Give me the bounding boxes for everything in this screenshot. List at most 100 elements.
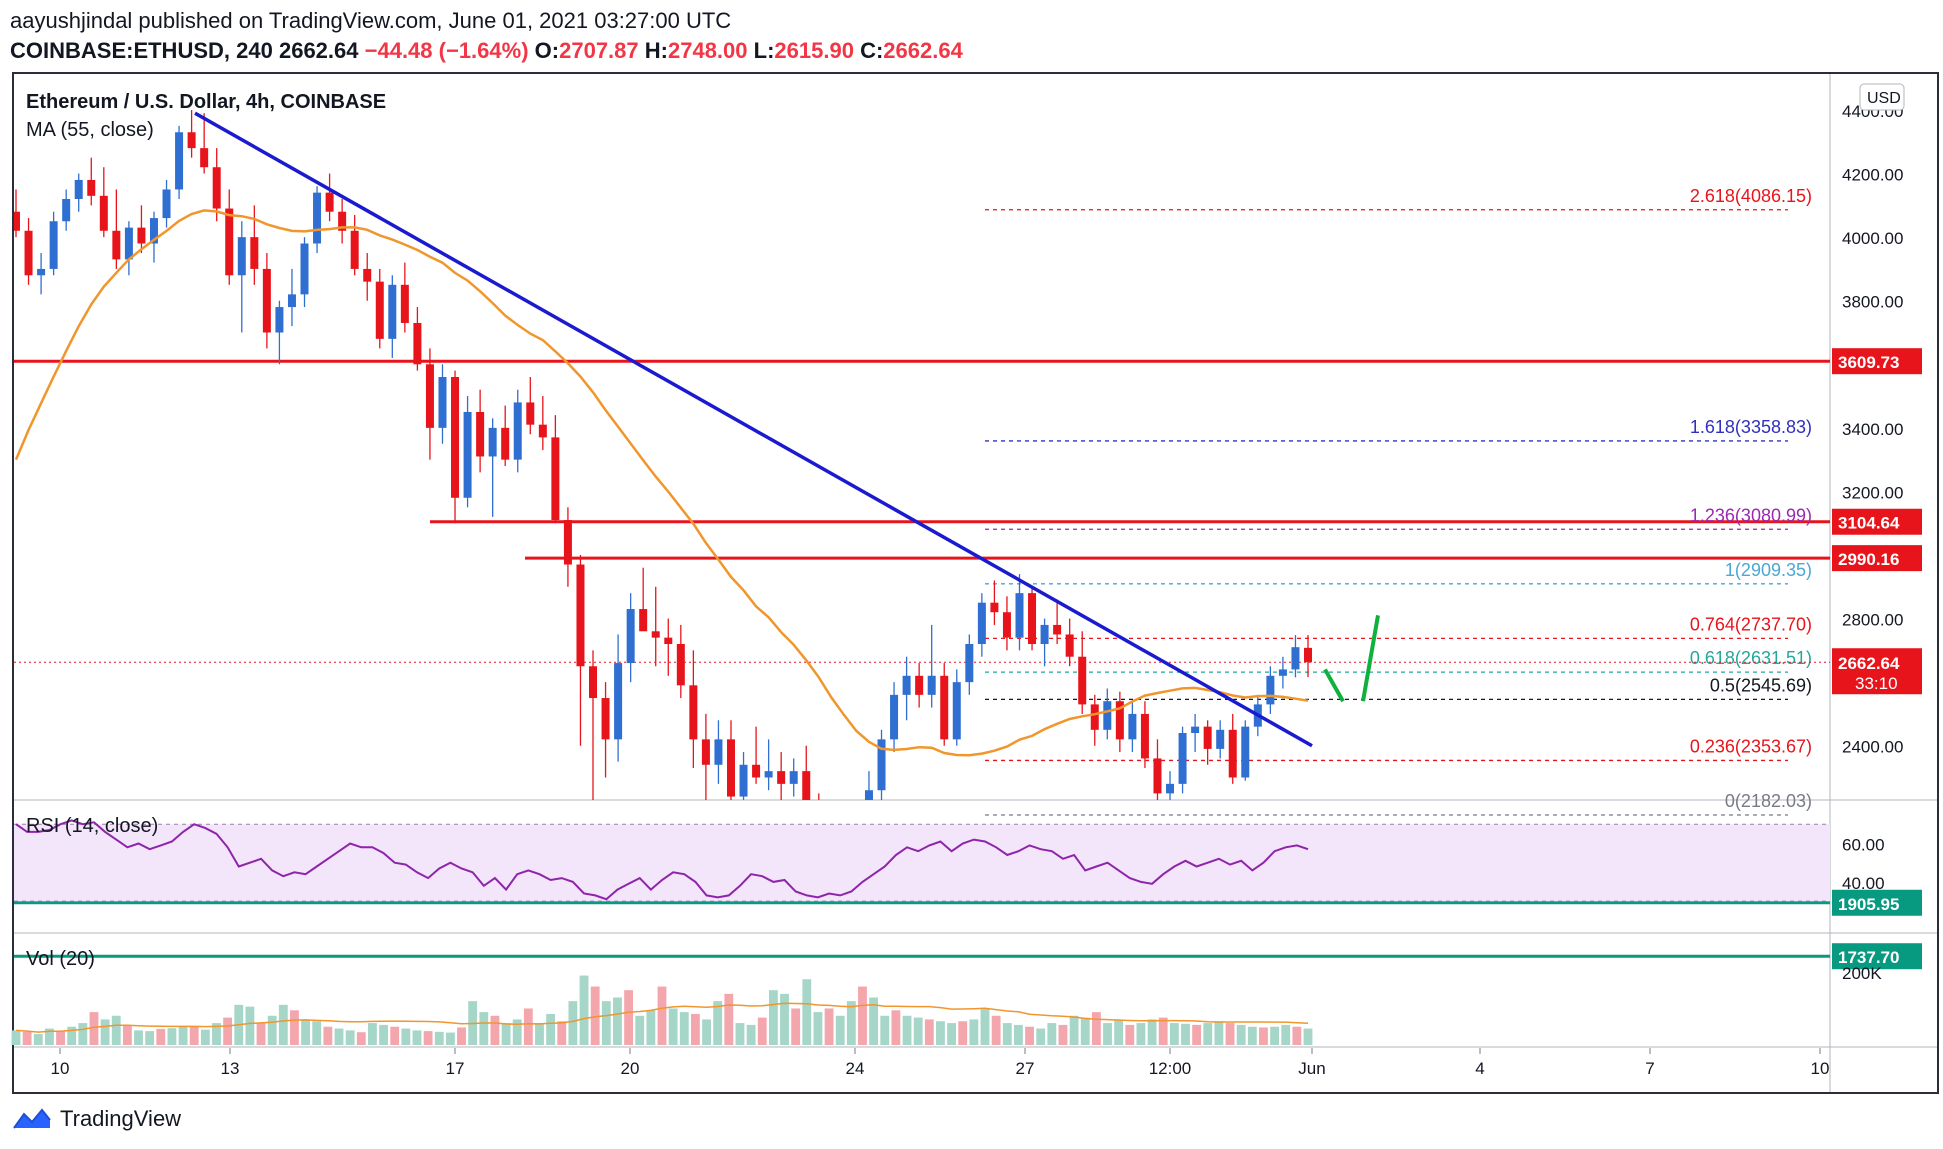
- volume-bar: [1058, 1024, 1068, 1045]
- candle-body: [287, 294, 296, 308]
- candle-body: [689, 685, 698, 740]
- volume-bar: [969, 1019, 979, 1045]
- price-change: −44.48 (−1.64%): [364, 38, 529, 63]
- volume-bar: [56, 1031, 65, 1045]
- candle-body: [400, 284, 409, 323]
- volume-bar: [724, 993, 734, 1045]
- last-price: 2662.64: [278, 38, 359, 63]
- volume-bar: [869, 997, 879, 1045]
- volume-bar: [145, 1031, 155, 1045]
- level-price-label: 3609.73: [1838, 353, 1899, 372]
- close-value: 2662.64: [883, 38, 963, 63]
- projection-up-leg: [1361, 615, 1380, 702]
- candle-body: [626, 609, 635, 664]
- candle-body: [1203, 726, 1212, 749]
- candle-body: [676, 644, 685, 686]
- candle-body: [225, 208, 234, 276]
- x-tick-label: 13: [221, 1059, 240, 1078]
- countdown-label: 33:10: [1855, 674, 1898, 693]
- volume-bar: [880, 1015, 890, 1045]
- candle-body: [664, 637, 673, 644]
- volume-bar: [312, 1021, 322, 1045]
- rsi-line: [15, 819, 1309, 901]
- candle-body: [1115, 701, 1124, 740]
- candle-body: [200, 148, 209, 168]
- candle-body: [714, 739, 723, 765]
- symbol-label: COINBASE:ETHUSD, 240: [10, 38, 273, 63]
- candle-body: [363, 268, 372, 282]
- candle-body: [1191, 726, 1200, 733]
- candle-body: [1065, 634, 1074, 657]
- volume-bar: [356, 1032, 366, 1045]
- candle-body: [551, 437, 560, 521]
- last-price-tag: [1832, 648, 1922, 695]
- fib-level-label: 0(2182.03): [1725, 791, 1812, 811]
- candle-body: [325, 192, 334, 212]
- tradingview-brand[interactable]: TradingView: [12, 1106, 181, 1132]
- volume-bar: [479, 1012, 489, 1045]
- candle-body: [701, 739, 710, 765]
- x-tick-label: 7: [1645, 1059, 1654, 1078]
- volume-bar: [323, 1026, 333, 1045]
- volume-bar: [290, 1010, 299, 1045]
- candle-body: [1078, 656, 1087, 705]
- candle-body: [1291, 647, 1300, 670]
- volume-bar: [991, 1015, 1001, 1045]
- low-label: L:: [753, 38, 775, 63]
- candle-body: [1090, 704, 1099, 730]
- candle-body: [965, 644, 974, 683]
- candle-body: [24, 230, 33, 276]
- volume-bar: [501, 1023, 511, 1045]
- level-price-label: 1737.70: [1838, 948, 1899, 967]
- candle-body: [902, 675, 911, 695]
- candle-body: [864, 790, 873, 800]
- volume-bar: [100, 1019, 110, 1045]
- volume-bar: [301, 1019, 311, 1045]
- candle-body: [1266, 675, 1275, 705]
- x-tick-label: 12:00: [1149, 1059, 1192, 1078]
- volume-bar: [44, 1028, 54, 1045]
- candle-body: [1128, 713, 1137, 740]
- x-tick-label: 20: [621, 1059, 640, 1078]
- candle-body: [977, 602, 986, 644]
- volume-bar: [613, 997, 622, 1045]
- volume-bar: [67, 1026, 77, 1045]
- open-value: 2707.87: [559, 38, 639, 63]
- level-price-tag: [1832, 545, 1922, 572]
- volume-bar: [223, 1017, 233, 1045]
- candle-body: [513, 402, 522, 460]
- candle-body: [601, 698, 610, 740]
- level-price-tag: [1832, 943, 1922, 970]
- candle-body: [526, 402, 535, 425]
- volume-bar: [512, 1019, 522, 1045]
- candle-body: [1040, 624, 1049, 644]
- rsi-tick-label: 40.00: [1842, 874, 1885, 893]
- volume-bar: [679, 1012, 689, 1045]
- candle-body: [212, 167, 221, 209]
- volume-bar: [1125, 1024, 1135, 1045]
- last-price-tag-label: 2662.64: [1838, 654, 1900, 673]
- chart-canvas[interactable]: 4400.004200.004000.003800.003600.003400.…: [0, 0, 1943, 1100]
- fib-level-label: 1.236(3080.99): [1690, 505, 1812, 525]
- volume-bar: [980, 1008, 990, 1045]
- volume-bar: [657, 986, 667, 1045]
- volume-bar: [445, 1032, 455, 1045]
- x-tick-label: 10: [51, 1059, 70, 1078]
- currency-button: [1859, 83, 1905, 111]
- close-label: C:: [860, 38, 884, 63]
- volume-legend: Vol (20): [26, 948, 95, 970]
- candle-body: [476, 411, 485, 457]
- y-tick-label: 3200.00: [1842, 483, 1903, 502]
- volume-bar: [702, 1019, 711, 1045]
- volume-bar: [891, 1010, 901, 1045]
- projection-down-leg: [1323, 668, 1345, 703]
- volume-bar: [780, 993, 789, 1045]
- volume-bar: [200, 1029, 210, 1045]
- volume-bar: [278, 1004, 288, 1045]
- candle-body: [451, 377, 460, 498]
- symbol-ohlc-bar: COINBASE:ETHUSD, 240 2662.64 −44.48 (−1.…: [10, 38, 963, 64]
- volume-bar: [768, 990, 778, 1045]
- currency-button-label: USD: [1867, 90, 1901, 107]
- candle-body: [739, 764, 748, 797]
- fib-level-label: 0.5(2545.69): [1710, 675, 1812, 695]
